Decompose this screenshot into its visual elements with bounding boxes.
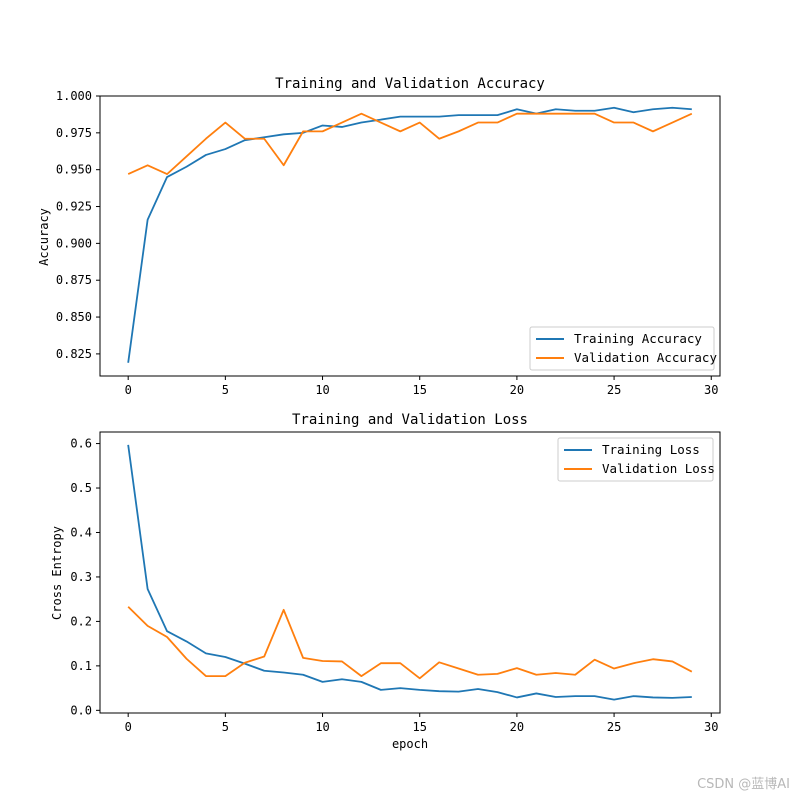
- accuracy-y-tick-label: 0.975: [56, 126, 92, 140]
- loss-ticks: 0 5 10 15 20 25 30 0.0 0.1 0.2 0.3 0.4 0.5 0.6: [70, 437, 718, 734]
- loss-legend: Training Loss Validation Loss: [557, 437, 715, 482]
- accuracy-axes-frame: [99, 95, 721, 377]
- accuracy-legend-box: [529, 326, 715, 371]
- accuracy-y-axis-label: Accuracy: [37, 208, 51, 266]
- loss-y-tick-label: 0.4: [70, 525, 92, 539]
- loss-y-tick-label: 0.2: [70, 614, 92, 628]
- loss-x-tick-label: 15: [412, 720, 426, 734]
- accuracy-x-tick-label: 25: [607, 383, 621, 397]
- accuracy-x-tick-label: 15: [412, 383, 426, 397]
- accuracy-x-tick-label: 10: [315, 383, 329, 397]
- series-line-training-accuracy: [127, 106, 692, 363]
- accuracy-y-tick-label: 0.825: [56, 347, 92, 361]
- loss-y-tick-label: 0.6: [70, 437, 92, 451]
- series-line-validation-loss: [127, 606, 693, 680]
- loss-series: [127, 444, 693, 701]
- accuracy-y-tick-label: 0.875: [56, 273, 92, 287]
- legend-label-validation-accuracy: Validation Accuracy: [574, 350, 717, 365]
- accuracy-y-tick-label: 0.950: [56, 163, 92, 177]
- accuracy-x-tick-label: 0: [125, 383, 132, 397]
- accuracy-y-tick-label: 0.850: [56, 310, 92, 324]
- legend-label-validation-loss: Validation Loss: [602, 461, 715, 476]
- accuracy-x-tick-label: 5: [222, 383, 229, 397]
- loss-x-axis-label: epoch: [392, 737, 428, 751]
- loss-x-tick-label: 25: [607, 720, 621, 734]
- loss-x-tick-label: 20: [510, 720, 524, 734]
- accuracy-legend: Training Accuracy Validation Accuracy: [529, 326, 717, 371]
- accuracy-y-tick-label: 1.000: [56, 89, 92, 103]
- loss-y-tick-label: 0.1: [70, 659, 92, 673]
- loss-y-axis-label: Cross Entropy: [50, 526, 64, 620]
- accuracy-y-tick-label: 0.925: [56, 200, 92, 214]
- accuracy-x-tick-label: 30: [704, 383, 718, 397]
- legend-label-training-loss: Training Loss: [602, 442, 700, 457]
- accuracy-subplot: Training and Validation Accuracy Accurac…: [37, 76, 721, 397]
- loss-y-tick-label: 0.5: [70, 481, 92, 495]
- loss-x-tick-label: 30: [704, 720, 718, 734]
- loss-legend-box: [557, 437, 714, 482]
- accuracy-x-tick-label: 20: [510, 383, 524, 397]
- loss-x-tick-label: 5: [222, 720, 229, 734]
- accuracy-chart-title: Training and Validation Accuracy: [275, 76, 545, 92]
- series-line-validation-accuracy: [127, 112, 693, 176]
- loss-axes-frame: [99, 431, 721, 714]
- loss-x-tick-label: 0: [125, 720, 132, 734]
- accuracy-ticks: 0 5 10 15 20 25 30 0.825 0.850 0.875 0.900 0.925 0.9…: [56, 89, 719, 397]
- accuracy-y-tick-label: 0.900: [56, 236, 92, 250]
- loss-chart-title: Training and Validation Loss: [292, 412, 528, 428]
- loss-y-tick-label: 0.0: [70, 703, 92, 717]
- accuracy-series: [127, 106, 693, 363]
- loss-x-tick-label: 10: [315, 720, 329, 734]
- loss-y-tick-label: 0.3: [70, 570, 92, 584]
- series-line-training-loss: [127, 444, 692, 701]
- loss-subplot: Training and Validation Loss Cross Entro…: [50, 412, 721, 751]
- watermark: CSDN @蓝博AI: [697, 777, 790, 792]
- legend-label-training-accuracy: Training Accuracy: [574, 331, 702, 346]
